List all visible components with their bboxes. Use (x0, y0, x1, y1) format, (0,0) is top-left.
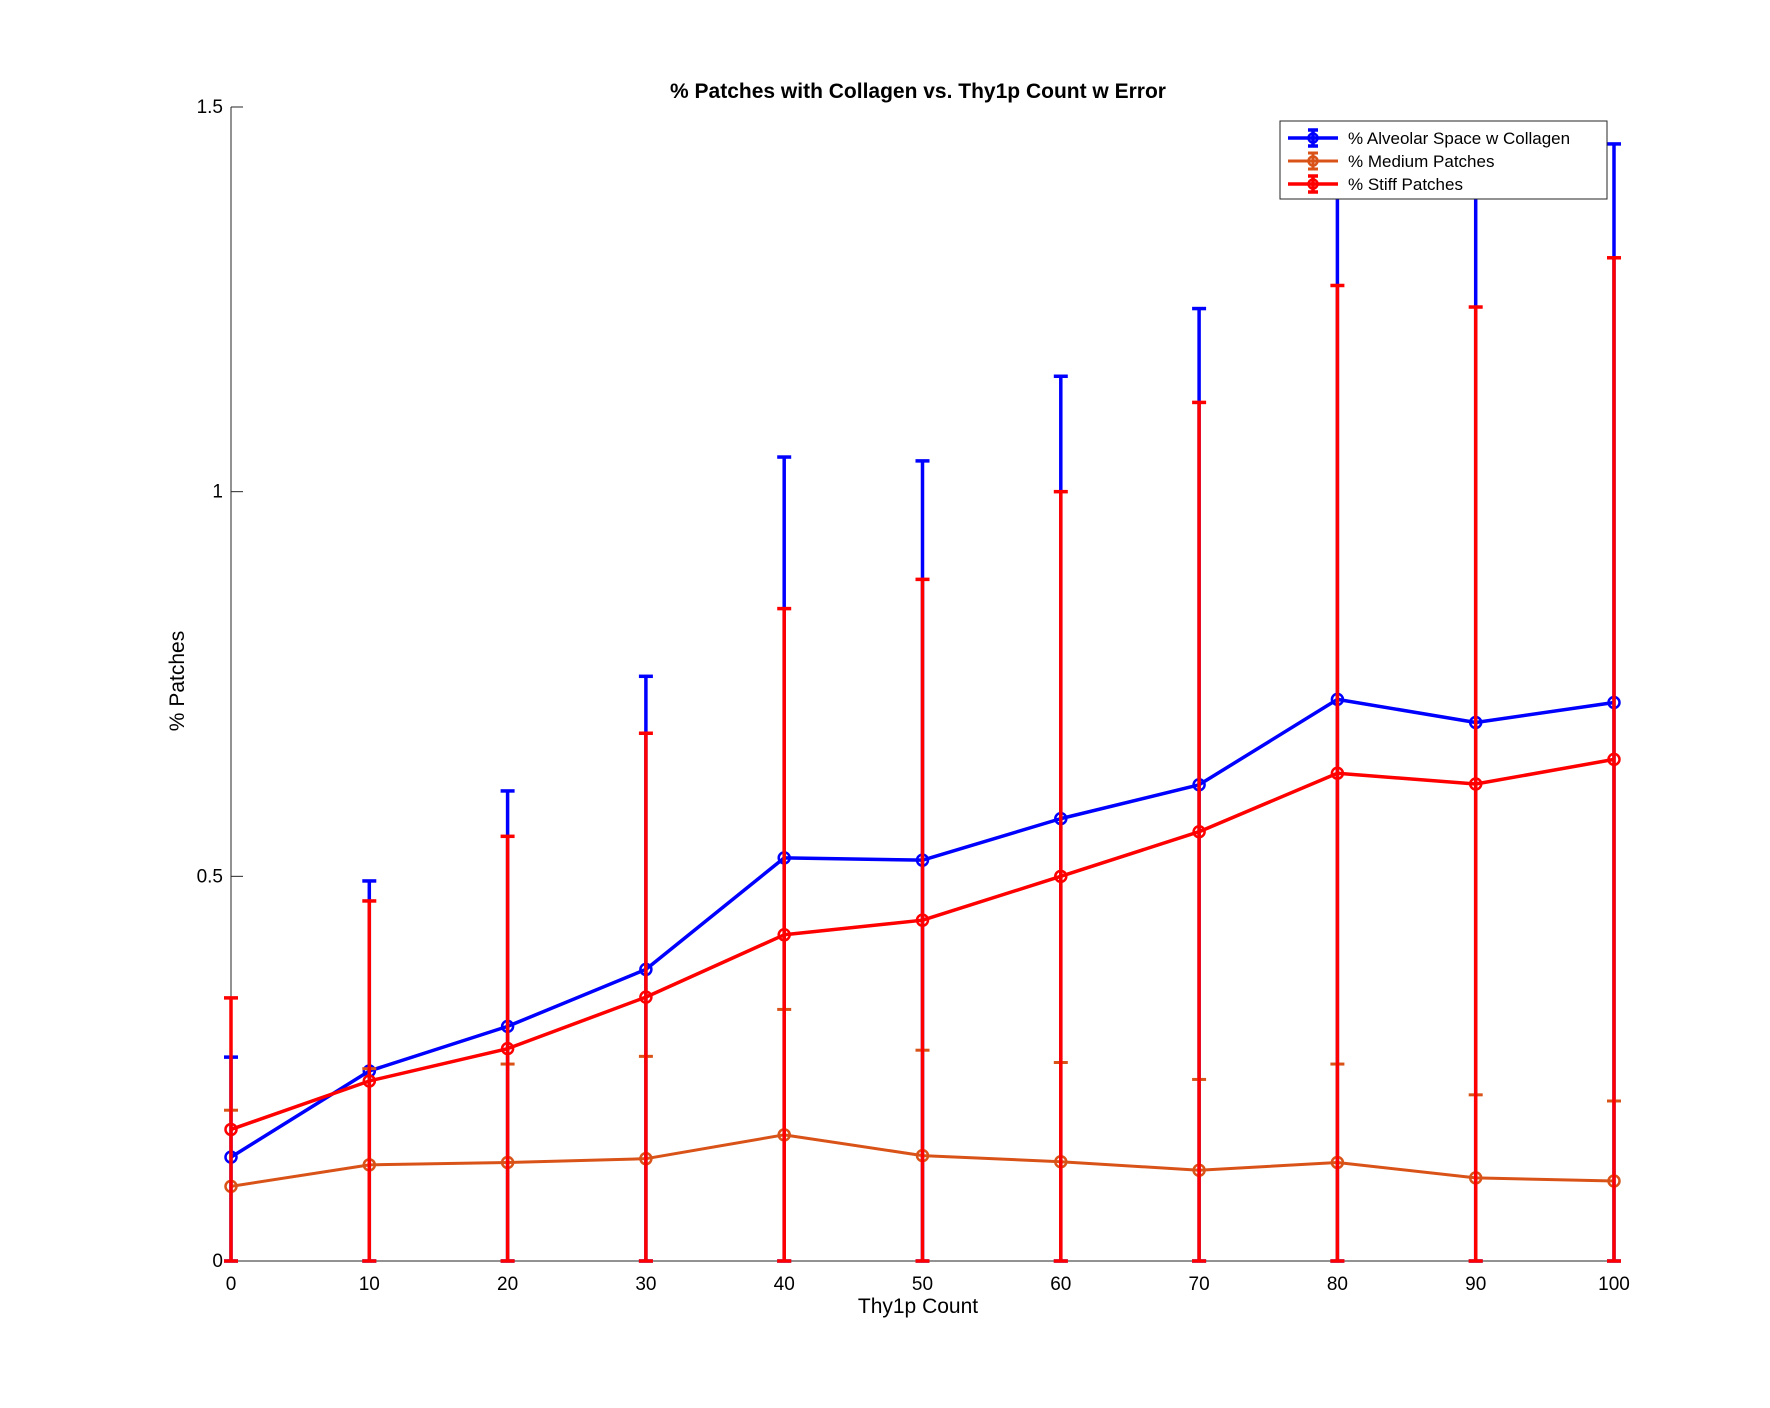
legend-label: % Stiff Patches (1348, 175, 1463, 194)
y-tick-label: 1.5 (197, 97, 223, 118)
x-tick-label: 60 (1050, 1274, 1071, 1295)
chart-title: % Patches with Collagen vs. Thy1p Count … (670, 80, 1166, 103)
x-tick-label: 20 (497, 1274, 518, 1295)
data-point (777, 928, 791, 942)
x-tick-label: 10 (359, 1274, 380, 1295)
y-tick-label: 0.5 (197, 866, 223, 887)
data-point (500, 1041, 515, 1056)
x-tick-label: 50 (912, 1274, 933, 1295)
plot-area (224, 136, 1621, 1263)
series-stiff-patches (224, 256, 1621, 1263)
x-tick-label: 70 (1189, 1274, 1210, 1295)
y-tick-label: 0 (212, 1251, 223, 1272)
data-point (362, 1074, 377, 1088)
series-line (230, 757, 1615, 1132)
data-point (915, 913, 930, 927)
data-point (1330, 766, 1345, 780)
x-tick-label: 30 (635, 1274, 656, 1295)
legend-marker (1307, 132, 1319, 144)
legend-label: % Medium Patches (1348, 152, 1494, 171)
data-point (1607, 752, 1621, 767)
data-point (639, 990, 653, 1004)
x-tick-label: 80 (1327, 1274, 1348, 1295)
data-point (1468, 777, 1483, 791)
x-tick-label: 40 (774, 1274, 795, 1295)
x-tick-label: 0 (226, 1274, 237, 1295)
x-tick-label: 90 (1465, 1274, 1486, 1295)
x-axis-label: Thy1p Count (858, 1295, 978, 1318)
y-axis-label: % Patches (166, 631, 189, 731)
data-point (1054, 869, 1068, 884)
legend-marker (1307, 178, 1319, 190)
x-tick-label: 100 (1598, 1274, 1630, 1295)
y-tick-label: 1 (212, 482, 223, 503)
legend-marker (1307, 155, 1319, 167)
data-point (224, 1122, 238, 1137)
data-point (1192, 824, 1206, 839)
legend-label: % Alveolar Space w Collagen (1348, 129, 1570, 148)
legend: % Alveolar Space w Collagen % Medium Patc… (1279, 120, 1608, 200)
